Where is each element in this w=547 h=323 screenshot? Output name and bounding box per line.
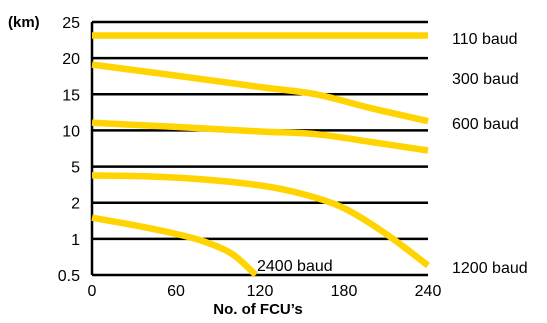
y-tick-label: 25 — [62, 15, 80, 32]
series-line-300-baud — [91, 61, 429, 125]
series-label-300-baud: 300 baud — [452, 71, 519, 88]
x-axis-label: No. of FCU’s — [213, 301, 302, 318]
series-lines — [91, 32, 430, 278]
series-labels: 110 baud 300 baud 600 baud 1200 baud 2400 ba… — [257, 31, 528, 277]
y-tick-label: 20 — [62, 51, 80, 68]
x-tick-label: 60 — [167, 283, 185, 300]
y-tick-label: 0.5 — [58, 268, 80, 285]
series-line-2400-baud — [91, 214, 258, 278]
x-tick-label: 180 — [331, 283, 358, 300]
x-tick-labels: 0 60 120 180 240 — [88, 283, 442, 300]
x-tick-label: 0 — [88, 283, 97, 300]
series-line-600-baud — [91, 119, 429, 154]
y-tick-label: 2 — [71, 196, 80, 213]
series-label-1200-baud: 1200 baud — [452, 260, 528, 277]
y-unit-label: (km) — [8, 14, 40, 31]
series-label-600-baud: 600 baud — [452, 116, 519, 133]
x-tick-label: 240 — [415, 283, 442, 300]
grid — [90, 20, 428, 277]
y-tick-label: 5 — [71, 160, 80, 177]
series-label-110-baud: 110 baud — [452, 31, 518, 48]
series-label-2400-baud: 2400 baud — [257, 258, 333, 275]
y-tick-label: 1 — [71, 232, 80, 249]
y-tick-label: 10 — [62, 123, 80, 140]
series-line-1200-baud — [91, 172, 430, 269]
x-tick-label: 120 — [247, 283, 274, 300]
y-tick-label: 15 — [62, 87, 80, 104]
